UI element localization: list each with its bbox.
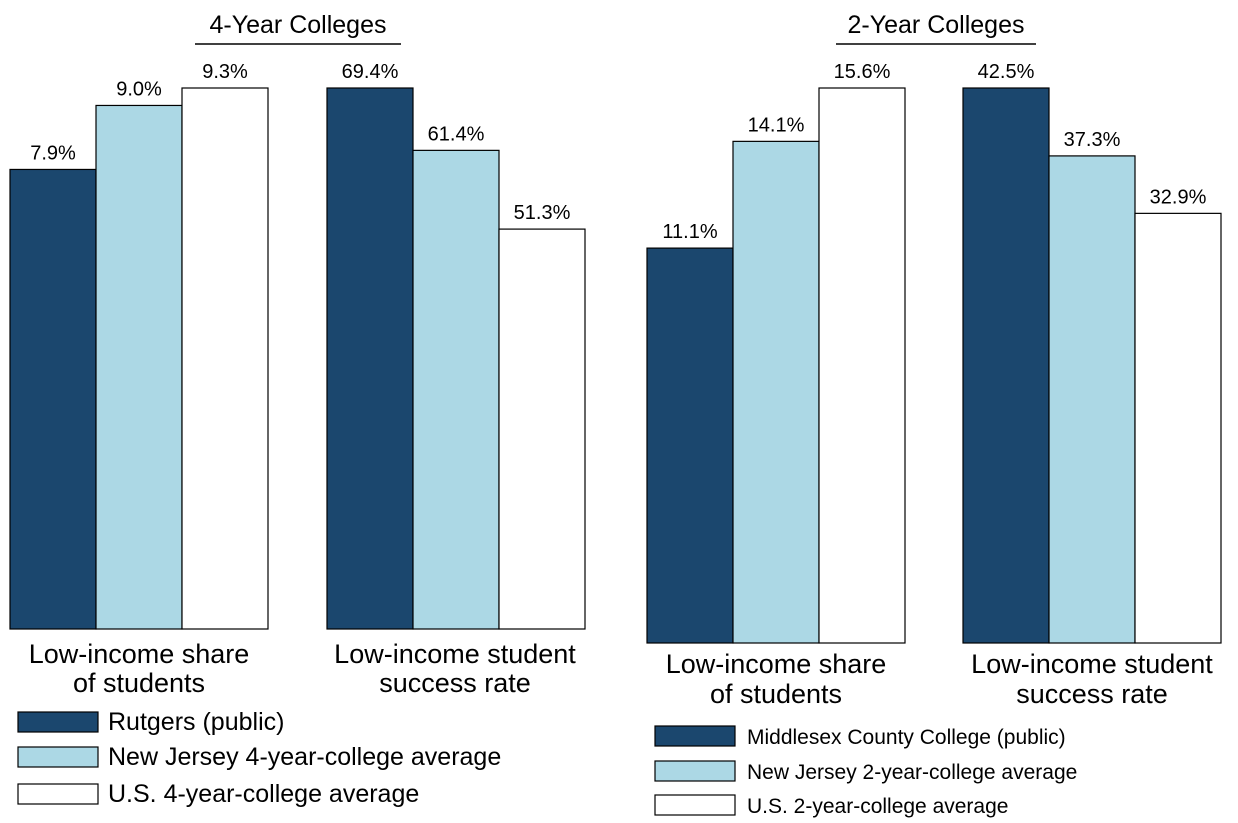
bar <box>1048 155 1136 644</box>
data-label: 9.3% <box>202 61 248 83</box>
chart-title: 2-Year Colleges <box>848 11 1025 39</box>
bar <box>732 140 820 644</box>
category-label: Low-income share <box>666 649 887 679</box>
legend-label: New Jersey 4-year-college average <box>108 743 501 771</box>
data-label: 69.4% <box>342 61 399 83</box>
category-label: of students <box>710 679 842 709</box>
legend-swatch <box>17 746 99 768</box>
chart-title: 4-Year Colleges <box>210 11 387 39</box>
data-label: 9.0% <box>116 78 162 100</box>
category-label: Low-income student <box>334 639 576 669</box>
category-label: success rate <box>379 668 531 698</box>
data-label: 51.3% <box>514 202 571 224</box>
bar <box>818 87 906 644</box>
data-label: 7.9% <box>30 142 76 164</box>
bar <box>1134 212 1222 644</box>
data-label: 15.6% <box>834 61 891 83</box>
legend-swatch <box>654 794 736 816</box>
legend-swatch <box>17 711 99 733</box>
legend-label: New Jersey 2-year-college average <box>747 761 1077 784</box>
bar <box>95 104 183 630</box>
data-label: 14.1% <box>748 114 805 136</box>
bar <box>962 87 1050 644</box>
data-label: 42.5% <box>978 61 1035 83</box>
bar <box>326 87 414 630</box>
bar <box>498 228 586 630</box>
data-label: 37.3% <box>1064 129 1121 151</box>
bar <box>9 168 97 630</box>
bar <box>646 247 734 644</box>
legend-label: Rutgers (public) <box>108 708 284 736</box>
legend-swatch <box>654 760 736 782</box>
legend-label: U.S. 4-year-college average <box>108 780 419 808</box>
data-label: 32.9% <box>1150 186 1207 208</box>
data-label: 11.1% <box>662 221 717 243</box>
bar <box>412 149 500 630</box>
category-label: success rate <box>1016 679 1168 709</box>
legend-label: U.S. 2-year-college average <box>747 795 1008 818</box>
legend-swatch <box>17 783 99 805</box>
data-label: 61.4% <box>428 123 485 145</box>
legend-swatch <box>654 725 736 747</box>
legend-label: Middlesex County College (public) <box>747 726 1066 749</box>
category-label: Low-income student <box>971 649 1213 679</box>
category-label: Low-income share <box>29 639 250 669</box>
bar <box>181 87 269 630</box>
category-label: of students <box>73 668 205 698</box>
